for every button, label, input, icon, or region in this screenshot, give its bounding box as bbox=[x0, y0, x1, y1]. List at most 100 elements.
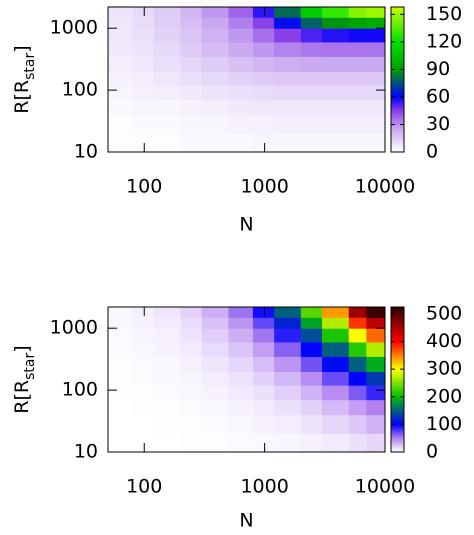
heatmap-cell bbox=[228, 28, 254, 43]
heatmap-cell bbox=[300, 7, 323, 18]
heatmap-cell bbox=[252, 71, 275, 86]
heatmap-cell bbox=[132, 317, 155, 329]
heatmap-cell bbox=[322, 328, 350, 343]
heatmap-cell bbox=[132, 399, 155, 416]
heatmap-cell bbox=[348, 71, 367, 86]
heatmap-cell bbox=[153, 433, 181, 453]
heatmap-cell bbox=[366, 133, 386, 153]
heatmap-cell bbox=[228, 371, 254, 386]
heatmap-cell bbox=[180, 99, 203, 116]
heatmap-cell bbox=[153, 7, 181, 18]
heatmap-cell bbox=[366, 356, 386, 372]
heatmap-cell bbox=[252, 341, 275, 357]
heatmap-cell bbox=[322, 133, 350, 153]
heatmap-cell bbox=[252, 414, 275, 434]
heatmap-cell bbox=[228, 307, 254, 318]
heatmap-cell bbox=[252, 41, 275, 57]
heatmap-cell bbox=[274, 41, 302, 57]
heatmap-cell bbox=[180, 356, 203, 372]
heatmap-cell bbox=[180, 85, 203, 101]
heatmap-cell bbox=[322, 317, 350, 329]
heatmap-cell bbox=[108, 41, 134, 57]
heatmap-cell bbox=[180, 307, 203, 318]
heatmap-cell bbox=[153, 56, 181, 72]
heatmap-cell bbox=[274, 7, 302, 18]
heatmap-cell bbox=[132, 385, 155, 401]
x-tick-label: 1000 bbox=[240, 476, 288, 498]
heatmap-cell bbox=[366, 414, 386, 434]
heatmap-cell bbox=[108, 371, 134, 386]
heatmap-cell bbox=[274, 307, 302, 318]
heatmap-cell bbox=[132, 371, 155, 386]
heatmap-cell bbox=[228, 433, 254, 453]
heatmap-cell bbox=[252, 85, 275, 101]
heatmap-cell bbox=[252, 7, 275, 18]
heatmap-cell bbox=[201, 28, 229, 43]
heatmap-cell bbox=[132, 7, 155, 18]
heatmap-cell bbox=[132, 133, 155, 153]
heatmap-cell bbox=[228, 7, 254, 18]
heatmap-cell bbox=[322, 114, 350, 134]
heatmap-cell bbox=[108, 328, 134, 343]
heatmap-cell bbox=[252, 356, 275, 372]
heatmap-cell bbox=[348, 371, 367, 386]
heatmap-cell bbox=[322, 56, 350, 72]
heatmap-cell bbox=[108, 341, 134, 357]
heatmap-cell bbox=[322, 28, 350, 43]
heatmap-cell bbox=[108, 399, 134, 416]
heatmap-cell bbox=[108, 7, 134, 18]
heatmap-cell bbox=[228, 399, 254, 416]
heatmap-cell bbox=[228, 17, 254, 29]
y-tick-label: 1000 bbox=[50, 17, 98, 39]
heatmap-cell bbox=[153, 356, 181, 372]
heatmap-cell bbox=[300, 307, 323, 318]
heatmap-cell bbox=[274, 341, 302, 357]
heatmap-cell bbox=[300, 356, 323, 372]
heatmap-cell bbox=[108, 356, 134, 372]
heatmap-cell bbox=[108, 385, 134, 401]
x-tick-label: 1000 bbox=[240, 176, 288, 198]
colorbar-tick-label: 0 bbox=[426, 141, 438, 163]
heatmap-cell bbox=[348, 41, 367, 57]
heatmap-cell bbox=[153, 385, 181, 401]
heatmap-cell bbox=[153, 114, 181, 134]
heatmap-cell bbox=[153, 328, 181, 343]
heatmap-cell bbox=[153, 71, 181, 86]
heatmap-cell bbox=[366, 85, 386, 101]
heatmap-cell bbox=[201, 114, 229, 134]
heatmap-cell bbox=[300, 28, 323, 43]
heatmap-cell bbox=[300, 385, 323, 401]
heatmap-cell bbox=[348, 399, 367, 416]
heatmap-cell bbox=[348, 28, 367, 43]
heatmap-cell bbox=[348, 385, 367, 401]
heatmap-cell bbox=[252, 328, 275, 343]
heatmap-cell bbox=[108, 133, 134, 153]
heatmap-cell bbox=[180, 341, 203, 357]
heatmap-cell bbox=[274, 356, 302, 372]
heatmap-cell bbox=[180, 114, 203, 134]
heatmap-cell bbox=[201, 85, 229, 101]
heatmap-cell bbox=[132, 99, 155, 116]
heatmap-cell bbox=[180, 56, 203, 72]
heatmap-cell bbox=[153, 371, 181, 386]
heatmap-cell bbox=[228, 85, 254, 101]
heatmap-cell bbox=[348, 307, 367, 318]
heatmap-cell bbox=[322, 433, 350, 453]
heatmap-cell bbox=[348, 133, 367, 153]
heatmap-cell bbox=[201, 317, 229, 329]
heatmap-cell bbox=[300, 414, 323, 434]
y-label-suffix: ] bbox=[11, 345, 33, 352]
heatmap-cell bbox=[322, 7, 350, 18]
colorbar-tick-label: 300 bbox=[426, 358, 462, 380]
colorbar-tick-label: 150 bbox=[426, 3, 462, 25]
heatmap-cell bbox=[153, 307, 181, 318]
heatmap-cell bbox=[132, 56, 155, 72]
heatmap-cell bbox=[366, 385, 386, 401]
heatmap-cell bbox=[228, 385, 254, 401]
heatmap-cell bbox=[252, 317, 275, 329]
heatmap-cell bbox=[132, 433, 155, 453]
heatmap-cell bbox=[348, 328, 367, 343]
heatmap-cell bbox=[180, 17, 203, 29]
colorbar-tick-label: 60 bbox=[426, 85, 450, 107]
heatmap-cell bbox=[348, 356, 367, 372]
